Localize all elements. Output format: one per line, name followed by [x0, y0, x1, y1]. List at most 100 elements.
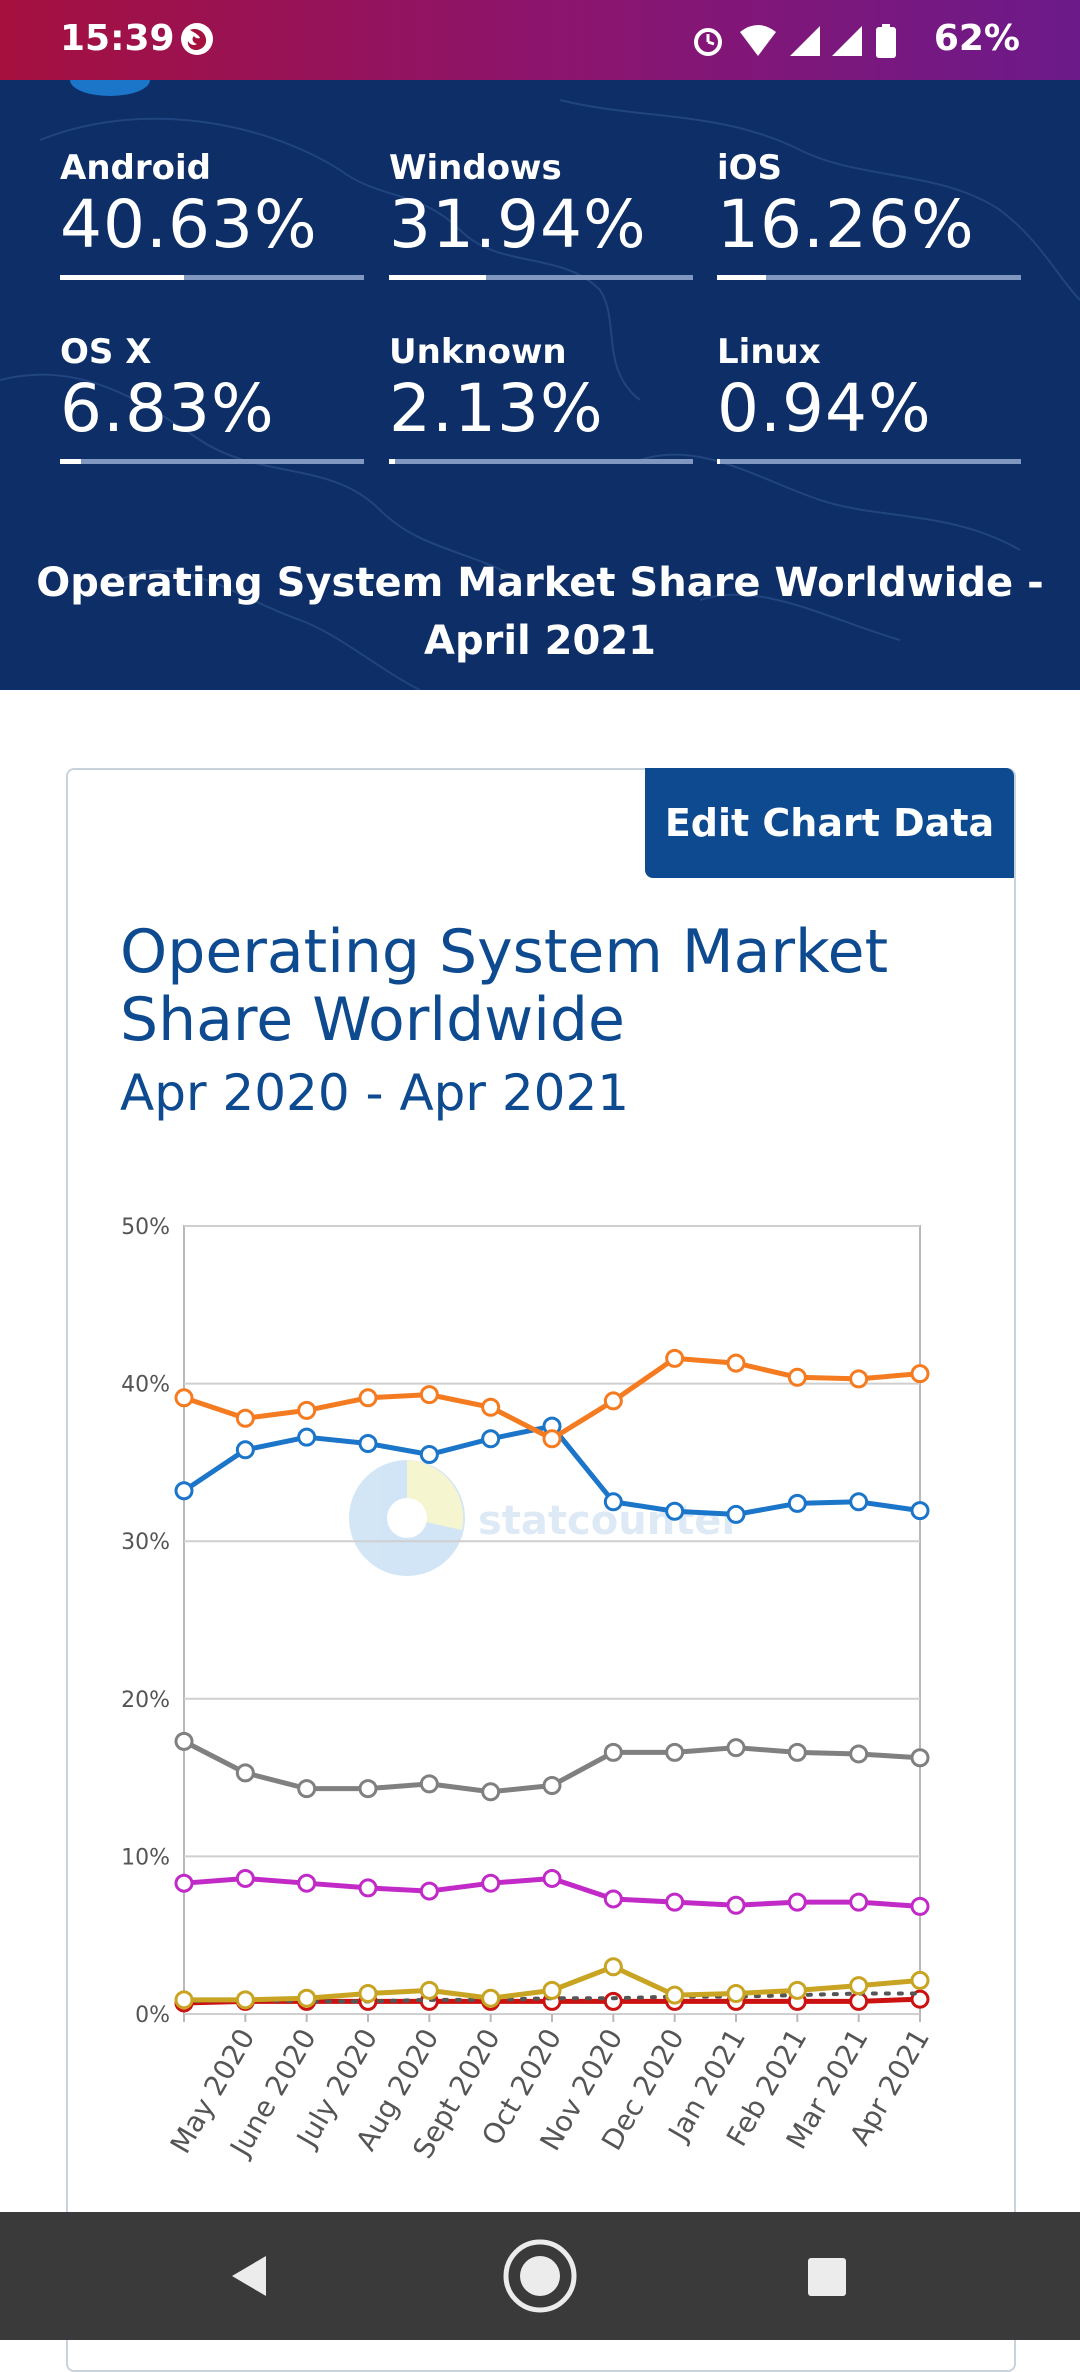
data-point[interactable] — [726, 1504, 746, 1524]
chart-title: Operating System Market Share Worldwide — [120, 917, 889, 1055]
series — [174, 1348, 930, 1449]
data-point[interactable] — [603, 1391, 623, 1411]
stat-bar-fill — [389, 459, 396, 464]
data-point[interactable] — [297, 1988, 317, 2008]
stat-value: 0.94% — [717, 370, 932, 447]
stat-bar-track — [717, 459, 1021, 464]
data-point[interactable] — [849, 1744, 869, 1764]
stat-value: 2.13% — [389, 370, 604, 447]
data-point[interactable] — [358, 1388, 378, 1408]
data-point[interactable] — [910, 1748, 930, 1768]
data-point[interactable] — [174, 1873, 194, 1893]
stat-value: 6.83% — [60, 370, 275, 447]
data-point[interactable] — [726, 1984, 746, 2004]
data-point[interactable] — [849, 1369, 869, 1389]
data-point[interactable] — [235, 1990, 255, 2010]
series — [174, 1957, 930, 2010]
data-point[interactable] — [603, 1957, 623, 1977]
data-point[interactable] — [481, 1873, 501, 1893]
wifi-icon — [740, 25, 776, 56]
edit-chart-data-button[interactable]: Edit Chart Data — [645, 768, 1014, 878]
navigation-bar — [0, 2212, 1080, 2340]
data-point[interactable] — [787, 1493, 807, 1513]
data-point[interactable] — [910, 1364, 930, 1384]
data-point[interactable] — [174, 1731, 194, 1751]
data-point[interactable] — [235, 1440, 255, 1460]
data-point[interactable] — [297, 1400, 317, 1420]
data-point[interactable] — [603, 1742, 623, 1762]
signal-icon — [790, 26, 820, 56]
data-point[interactable] — [419, 1385, 439, 1405]
data-point[interactable] — [419, 1445, 439, 1465]
data-point[interactable] — [297, 1427, 317, 1447]
recents-icon[interactable] — [808, 2258, 846, 2296]
data-point[interactable] — [235, 1868, 255, 1888]
data-point[interactable] — [665, 1985, 685, 2005]
hero-stats: Android 40.63% Windows 31.94% iOS 16.26%… — [0, 80, 1080, 690]
data-point[interactable] — [174, 1388, 194, 1408]
data-point[interactable] — [726, 1895, 746, 1915]
data-point[interactable] — [787, 1367, 807, 1387]
data-point[interactable] — [174, 1990, 194, 2010]
data-point[interactable] — [665, 1348, 685, 1368]
data-point[interactable] — [542, 1429, 562, 1449]
stat-android: Android 40.63% — [60, 148, 364, 280]
data-point[interactable] — [481, 1782, 501, 1802]
data-point[interactable] — [849, 1976, 869, 1996]
signal-icon — [832, 26, 862, 56]
data-point[interactable] — [542, 1775, 562, 1795]
stat-unknown: Unknown 2.13% — [389, 332, 693, 464]
data-point[interactable] — [358, 1984, 378, 2004]
data-point[interactable] — [481, 1429, 501, 1449]
data-point[interactable] — [358, 1779, 378, 1799]
y-tick-label: 10% — [121, 1845, 170, 1870]
data-point[interactable] — [358, 1433, 378, 1453]
data-point[interactable] — [849, 1892, 869, 1912]
data-point[interactable] — [235, 1408, 255, 1428]
data-point[interactable] — [910, 1501, 930, 1521]
data-point[interactable] — [665, 1892, 685, 1912]
watermark-logo — [349, 1460, 465, 1576]
data-point[interactable] — [358, 1878, 378, 1898]
data-point[interactable] — [603, 1991, 623, 2011]
data-point[interactable] — [910, 1989, 930, 2009]
data-point[interactable] — [910, 1970, 930, 1990]
data-point[interactable] — [235, 1763, 255, 1783]
data-point[interactable] — [665, 1501, 685, 1521]
back-icon[interactable] — [232, 2256, 266, 2296]
data-point[interactable] — [419, 1881, 439, 1901]
data-point[interactable] — [665, 1742, 685, 1762]
data-point[interactable] — [542, 1980, 562, 2000]
data-point[interactable] — [297, 1873, 317, 1893]
stat-bar-track — [389, 459, 693, 464]
stat-bar-fill — [717, 275, 767, 280]
data-point[interactable] — [726, 1353, 746, 1373]
data-point[interactable] — [603, 1492, 623, 1512]
data-point[interactable] — [419, 1980, 439, 2000]
data-point[interactable] — [542, 1868, 562, 1888]
data-point[interactable] — [603, 1889, 623, 1909]
stat-value: 16.26% — [717, 186, 975, 263]
data-point[interactable] — [787, 1892, 807, 1912]
stat-name: Windows — [389, 148, 562, 188]
data-point[interactable] — [849, 1492, 869, 1512]
data-point[interactable] — [481, 1988, 501, 2008]
data-point[interactable] — [726, 1738, 746, 1758]
data-point[interactable] — [910, 1896, 930, 1916]
data-point[interactable] — [849, 1991, 869, 2011]
status-icons — [694, 24, 896, 58]
data-point[interactable] — [419, 1774, 439, 1794]
stat-osx: OS X 6.83% — [60, 332, 364, 464]
data-point[interactable] — [481, 1397, 501, 1417]
stat-value: 31.94% — [389, 186, 647, 263]
stat-bar-track — [60, 275, 364, 280]
world-map-background — [0, 80, 1080, 690]
stat-bar-fill — [60, 459, 81, 464]
home-icon[interactable] — [503, 2239, 577, 2313]
data-point[interactable] — [297, 1779, 317, 1799]
data-point[interactable] — [787, 1980, 807, 2000]
data-point[interactable] — [174, 1481, 194, 1501]
data-point[interactable] — [787, 1742, 807, 1762]
stat-name: Unknown — [389, 332, 567, 372]
stat-name: Android — [60, 148, 211, 188]
